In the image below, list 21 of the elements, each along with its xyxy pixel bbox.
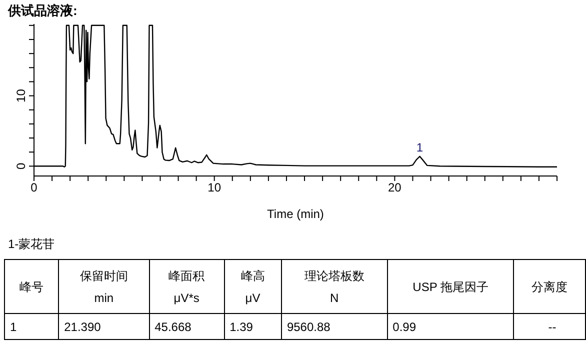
text: 45.668 [149,314,224,340]
text: 21.390 [58,314,150,340]
x-tick-label: 10 [208,180,222,195]
text: 1-蒙花苷 [8,236,55,253]
text: USP 拖尾因子 [387,260,514,314]
text: 分离度 [514,260,586,314]
x-tick-label: 0 [30,180,38,195]
text: 0.99 [387,314,514,340]
text: -- [514,314,586,340]
text: 峰高 μV [224,260,282,314]
text: 保留时间 min [58,260,150,314]
chart-title: 供试品溶液: [8,2,78,20]
text: 9560.88 [281,314,388,340]
text: 峰号 [4,260,59,314]
x-axis-title: Time (min) [267,207,324,221]
annotation: 1 [416,140,424,154]
text: 1.39 [224,314,282,340]
x-tick-label: 20 [388,180,402,195]
text: 峰面积 μV*s [149,260,224,314]
text: 理论塔板数 N [281,260,388,314]
text: 1 [4,314,59,340]
